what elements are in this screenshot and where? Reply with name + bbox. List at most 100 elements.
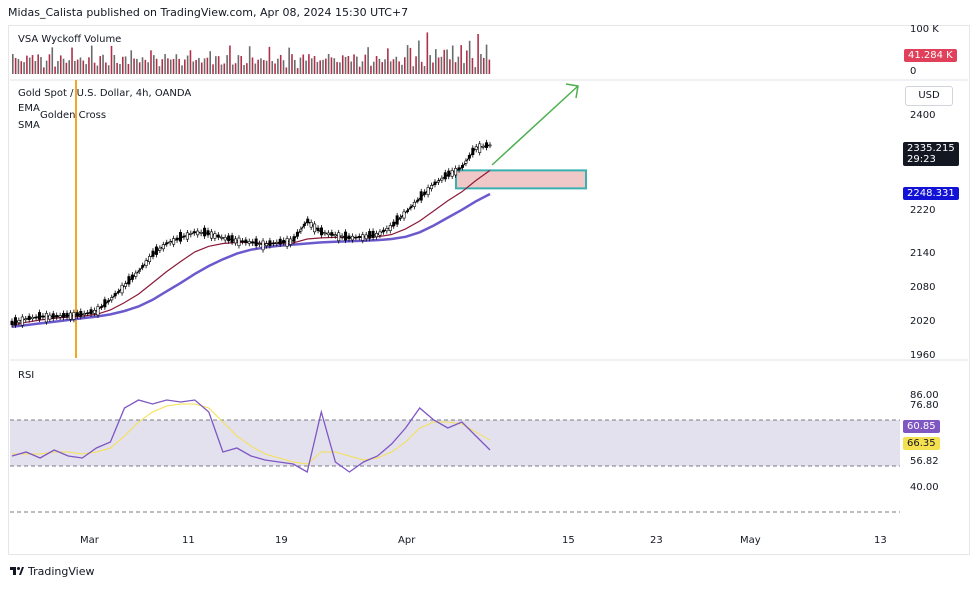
- candle-body: [264, 243, 268, 247]
- candle-body: [347, 235, 351, 240]
- volume-bar: [443, 49, 446, 74]
- volume-bar: [279, 54, 282, 74]
- candle-body: [62, 313, 66, 318]
- candle-body: [405, 210, 409, 213]
- candle-body: [99, 306, 103, 308]
- candle-body: [440, 177, 444, 181]
- candle-body: [117, 291, 121, 293]
- tradingview-footer[interactable]: TradingView: [10, 565, 94, 578]
- candle-body: [364, 234, 368, 240]
- volume-bar: [291, 54, 293, 74]
- candle-body: [292, 236, 296, 242]
- volume-bar: [353, 54, 355, 74]
- volume-bar: [285, 67, 288, 74]
- candle-body: [460, 165, 464, 168]
- x-label-15: 15: [562, 535, 575, 546]
- candle-body: [340, 235, 344, 238]
- volume-bar: [206, 57, 209, 74]
- candle-body: [457, 167, 461, 171]
- volume-bar: [217, 56, 220, 74]
- candle-body: [319, 227, 323, 236]
- candle-body: [254, 238, 258, 247]
- volume-bar: [322, 59, 324, 74]
- volume-bar: [161, 59, 164, 74]
- candle-body: [154, 246, 158, 255]
- volume-bar: [121, 56, 124, 74]
- symbol-title[interactable]: Gold Spot / U.S. Dollar, 4h, OANDA: [18, 88, 192, 99]
- volume-bar: [116, 62, 118, 74]
- candle-body: [309, 222, 313, 228]
- volume-bar: [341, 55, 344, 74]
- x-label-mar: Mar: [80, 535, 99, 546]
- volume-bar: [88, 57, 90, 74]
- volume-bar: [474, 67, 477, 74]
- volume-bar: [319, 60, 321, 74]
- candle-body: [271, 242, 275, 245]
- candle-body: [375, 233, 379, 238]
- volume-bar: [299, 57, 302, 74]
- volume-bar: [274, 63, 276, 74]
- volume-bar: [167, 58, 169, 74]
- volume-bar: [62, 58, 65, 74]
- candle-body: [344, 231, 348, 241]
- volume-bar: [426, 32, 429, 74]
- volume-bar: [48, 54, 51, 74]
- volume-bar: [271, 61, 274, 74]
- currency-button[interactable]: USD: [905, 86, 953, 106]
- projection-arrow[interactable]: [491, 85, 579, 166]
- volume-bar: [412, 66, 415, 74]
- candle-body: [106, 300, 110, 303]
- volume-bar: [141, 57, 144, 74]
- candle-body: [392, 221, 396, 227]
- volume-bar: [268, 46, 271, 74]
- volume-bar: [344, 56, 347, 74]
- candle-body: [144, 260, 148, 266]
- volume-bar: [133, 58, 135, 74]
- volume-bar: [200, 62, 203, 74]
- volume-bar: [339, 62, 341, 74]
- volume-bar: [12, 54, 14, 74]
- rsi-title[interactable]: RSI: [18, 370, 35, 381]
- volume-bar: [220, 64, 223, 74]
- candle-body: [27, 315, 31, 321]
- sma-indicator-label[interactable]: SMA: [18, 120, 40, 131]
- volume-bar: [65, 62, 68, 74]
- volume-bar: [432, 62, 434, 74]
- candle-body: [258, 243, 262, 245]
- volume-bar: [243, 65, 245, 74]
- volume-bar: [356, 56, 358, 74]
- price-tick-2220: 2220: [910, 205, 936, 216]
- candle-body: [13, 317, 17, 326]
- volume-bar: [215, 56, 217, 74]
- volume-bar: [482, 57, 485, 74]
- tradingview-logo-icon: [10, 567, 24, 575]
- volume-bar: [23, 62, 25, 74]
- volume-bar: [144, 59, 147, 74]
- volume-scale-top: 100 K: [910, 24, 939, 35]
- volume-bar: [409, 47, 412, 74]
- candle-body: [65, 312, 69, 318]
- ema-indicator-label[interactable]: EMA: [18, 103, 40, 114]
- candle-body: [199, 232, 203, 234]
- volume-bar: [398, 61, 400, 74]
- candle-body: [350, 235, 354, 241]
- candle-body: [189, 233, 193, 235]
- candle-body: [378, 231, 382, 236]
- candle-body: [385, 228, 389, 232]
- volume-bar: [451, 45, 454, 74]
- volume-bar: [251, 57, 254, 74]
- demand-zone-box[interactable]: [455, 169, 587, 190]
- candle-body: [474, 146, 478, 150]
- volume-bar: [153, 55, 155, 74]
- candle-body: [51, 313, 55, 319]
- volume-bar: [477, 34, 479, 74]
- golden-cross-label[interactable]: Golden Cross: [40, 110, 107, 121]
- candle-body: [464, 160, 468, 164]
- volume-bar: [96, 65, 99, 74]
- volume-bar: [212, 64, 214, 74]
- volume-bar: [277, 58, 279, 74]
- volume-bar: [350, 61, 352, 74]
- volume-bar: [437, 57, 440, 74]
- candle-body: [381, 229, 385, 233]
